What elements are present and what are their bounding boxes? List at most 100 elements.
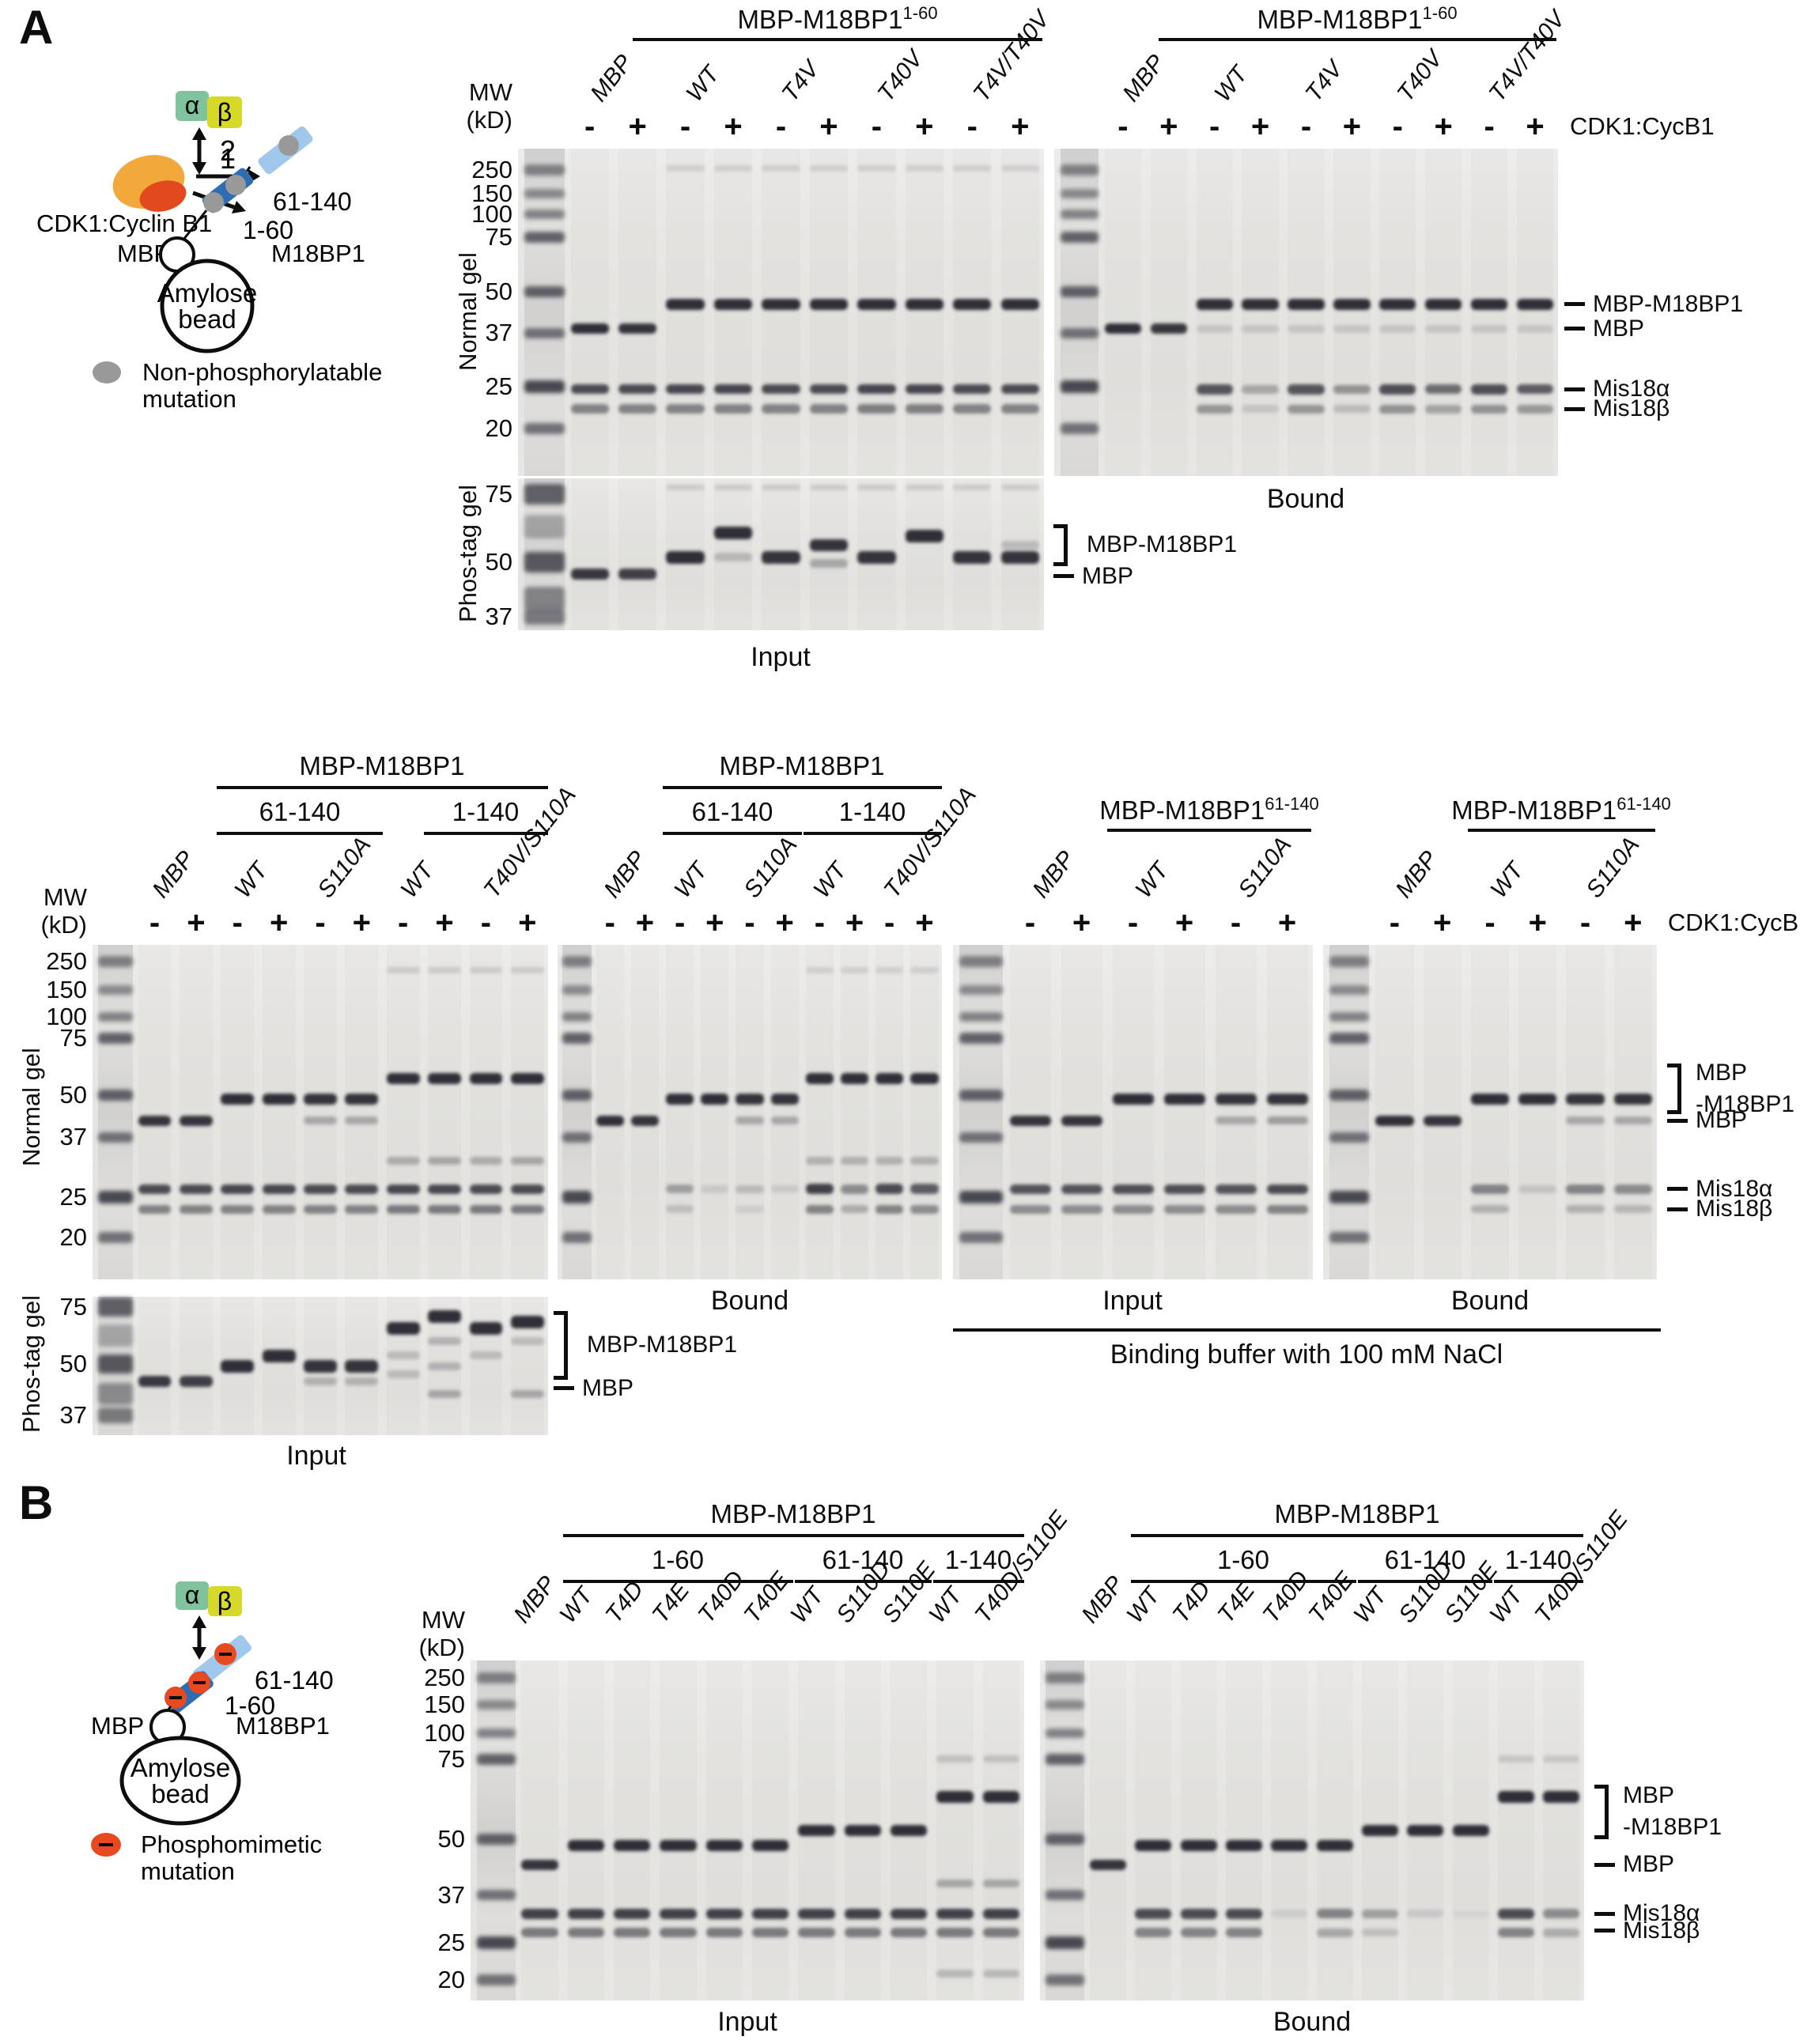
cdk-sign: - bbox=[480, 905, 492, 940]
lane-group-label: WT bbox=[229, 857, 274, 903]
protein-band bbox=[1425, 404, 1462, 414]
protein-band bbox=[386, 1322, 420, 1336]
marker-band bbox=[1046, 1974, 1084, 1986]
protein-band bbox=[1566, 1116, 1605, 1125]
protein-band bbox=[428, 1073, 462, 1085]
amylose-bead-circle bbox=[119, 1736, 241, 1826]
protein-band bbox=[1009, 1184, 1051, 1194]
cdk-sign: - bbox=[232, 905, 243, 940]
cdk-sign: - bbox=[1484, 905, 1496, 940]
marker-band bbox=[959, 956, 1004, 968]
protein-band bbox=[570, 384, 609, 395]
protein-band bbox=[1407, 1825, 1444, 1836]
protein-band bbox=[736, 1184, 764, 1193]
cdk-sign: + bbox=[269, 905, 289, 940]
sample-lane bbox=[1379, 149, 1416, 476]
protein-band bbox=[890, 1908, 928, 1919]
protein-band bbox=[428, 1156, 462, 1165]
sample-lane bbox=[1613, 945, 1652, 1279]
sample-lane bbox=[910, 945, 939, 1279]
protein-band bbox=[469, 1073, 503, 1085]
protein-band bbox=[304, 1359, 337, 1373]
header-line bbox=[663, 786, 942, 789]
sample-lane bbox=[751, 1661, 789, 2001]
protein-band bbox=[910, 1156, 939, 1165]
protein-band bbox=[1566, 1205, 1605, 1214]
protein-band bbox=[386, 1184, 420, 1194]
protein-band bbox=[1135, 1908, 1172, 1919]
marker-band bbox=[1046, 1753, 1084, 1765]
protein-band bbox=[840, 1156, 869, 1165]
marker-band bbox=[562, 1033, 592, 1045]
lane-group-label: T4V bbox=[777, 56, 825, 107]
beta-subunit-box bbox=[208, 1586, 242, 1616]
cdk-sign: + bbox=[845, 905, 864, 940]
protein-band bbox=[510, 1073, 544, 1085]
protein-band bbox=[875, 1204, 904, 1214]
sample-lane bbox=[660, 1661, 697, 2001]
protein-band bbox=[469, 966, 503, 973]
marker-band bbox=[1060, 231, 1099, 243]
cdk-sign: - bbox=[1392, 109, 1403, 144]
marker-band bbox=[1046, 1672, 1084, 1683]
protein-band bbox=[1226, 1840, 1262, 1852]
protein-band bbox=[1242, 405, 1279, 414]
marker-band bbox=[562, 1191, 592, 1204]
protein-band bbox=[1333, 324, 1371, 333]
protein-band bbox=[1215, 1093, 1257, 1105]
band-label: MBP bbox=[1082, 562, 1134, 589]
protein-band bbox=[1425, 384, 1462, 395]
sample-lane bbox=[618, 149, 657, 476]
protein-band bbox=[618, 404, 657, 414]
protein-band bbox=[1362, 1929, 1398, 1936]
protein-band bbox=[666, 298, 705, 310]
cdk-sign: - bbox=[814, 905, 826, 940]
protein-band bbox=[953, 164, 992, 172]
protein-band bbox=[1543, 1790, 1580, 1803]
header-text: MBP-M18BP1 bbox=[1274, 1499, 1440, 1528]
alpha-subunit-label: α bbox=[185, 1581, 200, 1609]
protein-band bbox=[857, 404, 896, 414]
band-label: Mis18α bbox=[1696, 1175, 1773, 1202]
protein-band bbox=[1266, 1093, 1308, 1105]
protein-band bbox=[840, 966, 869, 973]
step-1-label: 1 bbox=[220, 142, 236, 175]
protein-band bbox=[1196, 404, 1233, 414]
band-label: MBP-M18BP1 bbox=[1593, 290, 1744, 317]
cdk-sign: + bbox=[435, 905, 454, 940]
marker-lane bbox=[1046, 1661, 1084, 2001]
protein-band bbox=[262, 1204, 296, 1214]
protein-band bbox=[905, 404, 944, 414]
protein-band bbox=[910, 1184, 939, 1195]
protein-band bbox=[179, 1204, 213, 1214]
lane-label: T4D bbox=[600, 1576, 649, 1628]
protein-band bbox=[1375, 1115, 1414, 1126]
protein-band bbox=[386, 1156, 420, 1165]
protein-band bbox=[875, 966, 904, 973]
protein-band bbox=[469, 1156, 503, 1165]
band-tick bbox=[1594, 1911, 1615, 1916]
sample-lane bbox=[618, 478, 657, 630]
band-tick bbox=[1667, 1187, 1688, 1192]
protein-band bbox=[660, 1840, 697, 1852]
lane-group-label: WT bbox=[1209, 61, 1253, 107]
protein-band bbox=[713, 298, 753, 310]
protein-band bbox=[618, 323, 657, 334]
lane-group-label: WT bbox=[669, 857, 713, 903]
cdk-sign: + bbox=[1011, 109, 1030, 144]
protein-band bbox=[762, 404, 800, 414]
protein-band bbox=[805, 1204, 834, 1214]
mw-value: 75 bbox=[485, 480, 512, 508]
protein-band bbox=[428, 1309, 462, 1323]
protein-band bbox=[713, 384, 753, 395]
protein-band bbox=[1316, 1909, 1353, 1919]
cdk-sign: + bbox=[1174, 905, 1194, 940]
lane-label: T4D bbox=[1167, 1576, 1216, 1628]
band-tick bbox=[554, 1386, 574, 1390]
protein-band bbox=[428, 1337, 462, 1345]
cdk-sign: + bbox=[1250, 109, 1270, 144]
cdk-sign: - bbox=[1209, 109, 1220, 144]
protein-band bbox=[1379, 298, 1416, 310]
protein-band bbox=[905, 485, 944, 491]
protein-band bbox=[138, 1204, 172, 1214]
